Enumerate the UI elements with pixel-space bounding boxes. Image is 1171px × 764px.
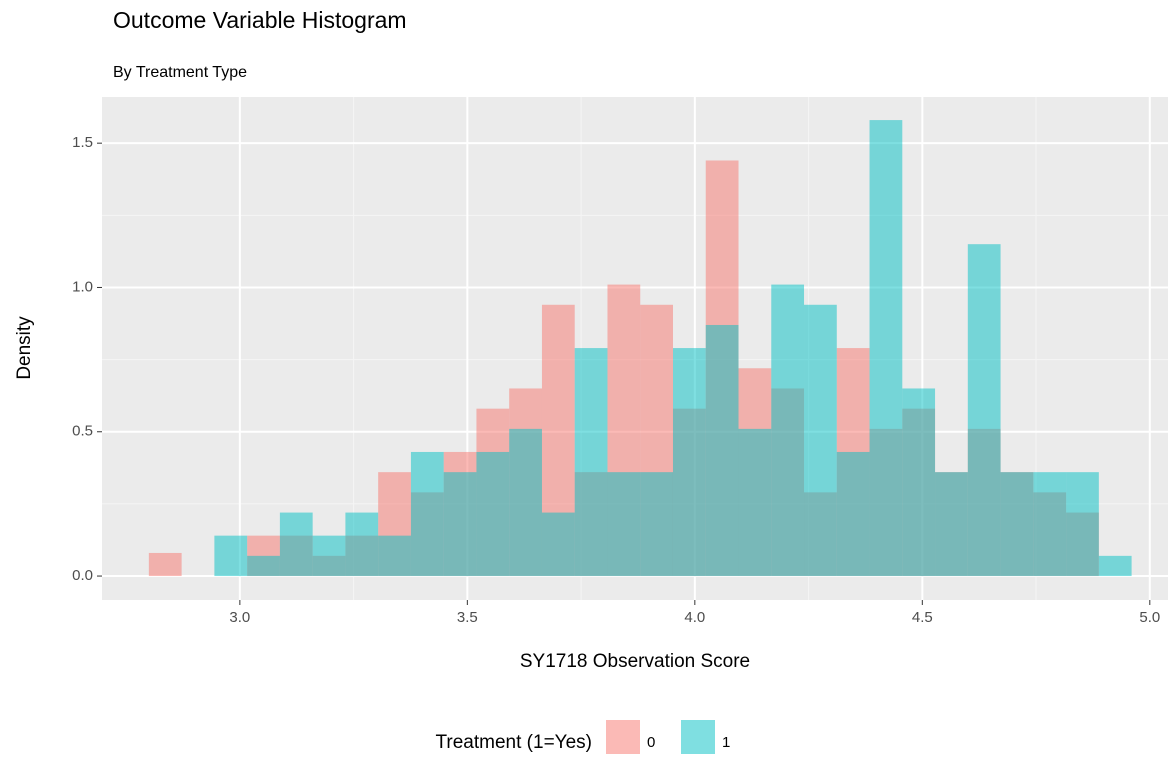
histogram-bar	[705, 324, 739, 577]
x-tick-label: 3.5	[457, 609, 478, 626]
legend-swatch	[606, 720, 640, 754]
histogram-bar	[967, 244, 1001, 577]
histogram-bar	[640, 472, 673, 577]
legend-title: Treatment (1=Yes)	[436, 732, 592, 753]
y-tick-label: 1.5	[72, 134, 93, 151]
histogram-bar	[509, 428, 542, 577]
bars	[148, 120, 1132, 577]
y-tick-label: 0.5	[72, 423, 93, 440]
histogram-bar	[672, 348, 706, 577]
histogram-bar	[378, 535, 411, 577]
histogram-bar	[345, 512, 379, 577]
histogram-bar	[935, 472, 968, 577]
histogram-bar	[738, 428, 772, 577]
histogram-bar	[541, 512, 575, 577]
histogram-bar	[148, 552, 182, 577]
histogram-bar	[312, 535, 346, 577]
histogram-bar	[214, 535, 248, 577]
histogram-bar	[1098, 555, 1132, 577]
histogram-bar	[410, 451, 444, 577]
histogram-bar	[279, 512, 313, 577]
histogram-bar	[836, 451, 870, 577]
x-axis-label: SY1718 Observation Score	[520, 651, 750, 672]
histogram-bar	[804, 304, 837, 577]
histogram-bar	[1033, 472, 1067, 577]
histogram-bar	[443, 472, 477, 577]
x-tick-label: 4.5	[912, 609, 933, 626]
histogram-bar	[1000, 472, 1034, 577]
legend-label: 0	[647, 734, 655, 751]
chart-subtitle: By Treatment Type	[113, 64, 247, 81]
legend-swatch	[681, 720, 715, 754]
histogram-bar	[771, 284, 805, 577]
y-axis-label: Density	[14, 316, 35, 380]
chart-title: Outcome Variable Histogram	[113, 7, 407, 33]
histogram-bar	[869, 120, 903, 577]
x-tick-label: 4.0	[684, 609, 705, 626]
histogram-bar	[607, 472, 641, 577]
x-tick-label: 5.0	[1139, 609, 1160, 626]
histogram-bar	[574, 348, 608, 577]
histogram-bar	[902, 388, 936, 577]
histogram-bar	[1066, 472, 1099, 577]
y-tick-label: 0.0	[72, 567, 93, 584]
histogram-bar	[476, 451, 510, 577]
legend-label: 1	[722, 734, 730, 751]
y-tick-label: 1.0	[72, 278, 93, 295]
x-tick-label: 3.0	[229, 609, 250, 626]
histogram-bar	[247, 555, 280, 577]
